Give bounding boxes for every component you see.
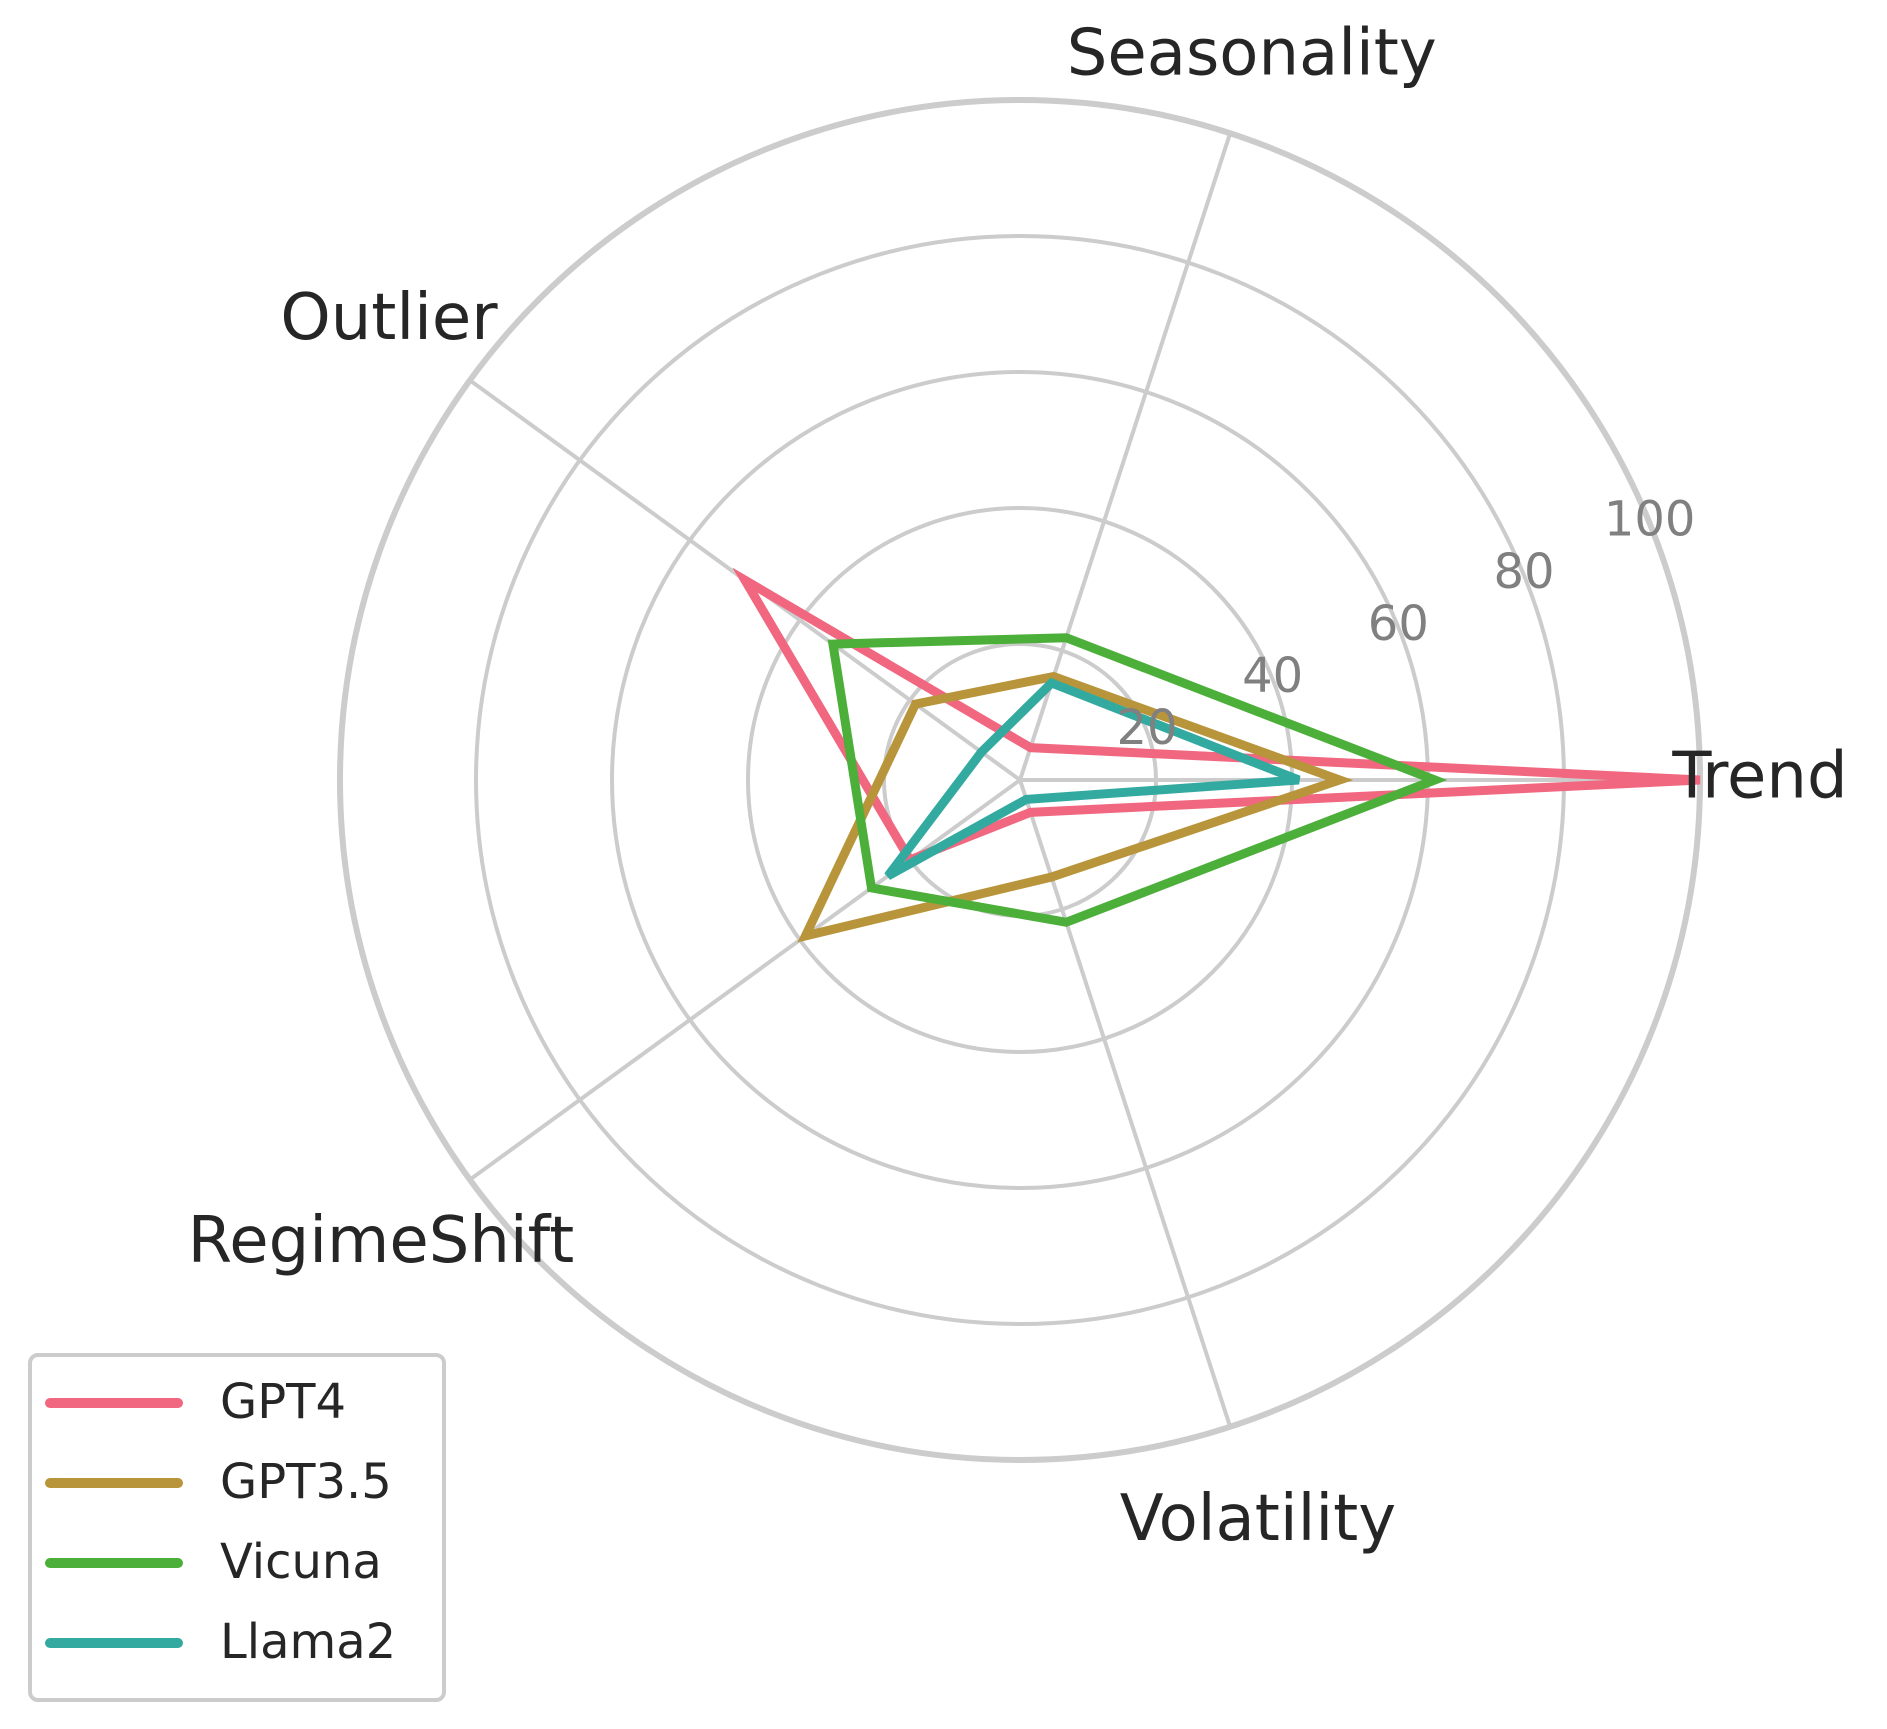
axis-label-volatility: Volatility — [1120, 1482, 1396, 1556]
legend-label: GPT4 — [220, 1374, 346, 1430]
rtick-label: 20 — [1116, 700, 1177, 756]
axis-label-outlier: Outlier — [280, 281, 498, 355]
radial-tick-labels: 20 40 60 80 100 — [1116, 492, 1695, 756]
legend-label: Llama2 — [220, 1614, 396, 1670]
rtick-label: 100 — [1604, 492, 1696, 548]
series-line-vicuna — [827, 633, 1448, 927]
legend-label: GPT3.5 — [220, 1454, 392, 1510]
axis-label-seasonality: Seasonality — [1067, 16, 1437, 90]
rtick-label: 40 — [1242, 648, 1303, 704]
legend-label: Vicuna — [220, 1534, 382, 1590]
rtick-label: 80 — [1493, 544, 1554, 600]
spoke-volatility — [1018, 779, 1233, 1428]
axis-label-regimeshift: RegimeShift — [188, 1204, 575, 1278]
angular-grid — [468, 132, 1700, 1428]
series-layer — [732, 567, 1701, 943]
legend: GPT4 GPT3.5 Vicuna Llama2 — [28, 1353, 446, 1702]
axis-label-trend: Trend — [1671, 740, 1847, 814]
rtick-label: 60 — [1368, 596, 1429, 652]
series-line-gpt4 — [732, 567, 1701, 866]
axis-labels: Trend Seasonality Outlier RegimeShift Volati… — [188, 16, 1848, 1556]
series-line-llama2 — [884, 677, 1301, 880]
spoke-seasonality — [1018, 132, 1233, 781]
legend-frame — [28, 1353, 446, 1702]
spoke-regimeshift — [468, 778, 1022, 1182]
